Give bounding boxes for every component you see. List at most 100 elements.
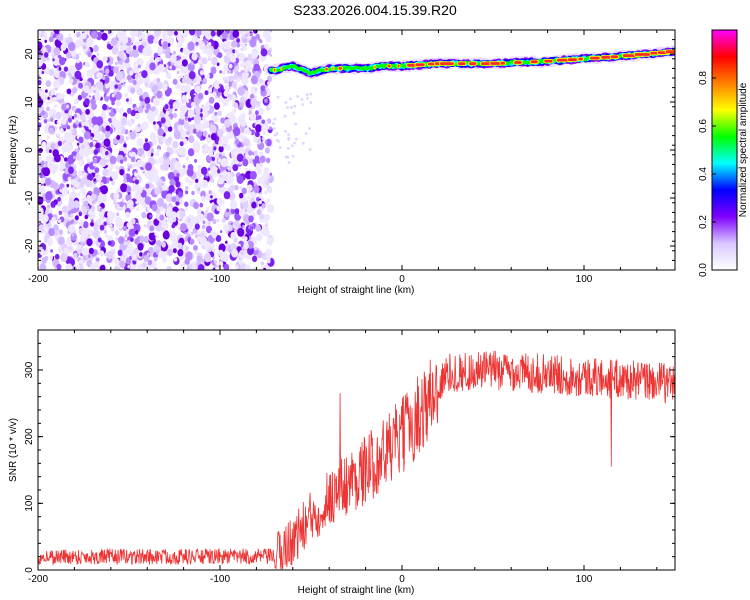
spectrogram-noise-speck bbox=[230, 94, 237, 102]
spectrogram-noise-speck bbox=[94, 167, 100, 174]
spectrogram-noise-speck bbox=[259, 163, 263, 168]
spectrogram-noise-speck bbox=[123, 178, 128, 184]
spectrogram-noise-speck bbox=[217, 110, 223, 117]
spectrogram-noise-speck bbox=[109, 163, 114, 170]
spectrogram-noise-speck bbox=[236, 38, 241, 43]
spectrogram-noise-speck bbox=[309, 92, 312, 96]
spectrogram-noise-speck bbox=[256, 168, 262, 175]
spectrogram-noise-speck bbox=[69, 213, 74, 219]
spectrogram-noise-speck bbox=[251, 50, 259, 59]
spectrogram-noise-speck bbox=[165, 52, 171, 59]
spectrogram-noise-speck bbox=[66, 52, 72, 59]
snr-x-tick-label: 100 bbox=[576, 574, 593, 585]
spectrogram-noise-speck bbox=[199, 81, 203, 85]
spectrogram-noise-speck bbox=[287, 133, 290, 137]
spectrogram-noise-speck bbox=[130, 237, 134, 243]
spectrogram-noise-speck bbox=[264, 43, 269, 50]
snr-y-axis-label: SNR (10 * v/v) bbox=[8, 418, 19, 482]
spectrogram-noise-speck bbox=[150, 81, 155, 87]
spectrogram-noise-speck bbox=[233, 220, 240, 228]
spectrogram-noise-speck bbox=[42, 94, 47, 99]
spectrogram-noise-speck bbox=[168, 217, 174, 224]
spectrogram-noise-speck bbox=[68, 65, 76, 74]
spectrogram-noise-speck bbox=[47, 96, 50, 100]
spectrogram-noise-speck bbox=[99, 157, 107, 167]
spectrogram-noise-speck bbox=[142, 47, 150, 56]
spectrogram-noise-speck bbox=[290, 106, 293, 109]
spectrogram-noise-speck bbox=[153, 175, 160, 183]
spectrogram-noise-speck bbox=[115, 99, 121, 107]
spectrogram-noise-speck bbox=[115, 91, 122, 101]
spectrogram-noise-speck bbox=[104, 130, 111, 139]
spectrogram-noise-speck bbox=[38, 49, 41, 54]
spectrogram-track-peak-core bbox=[530, 60, 538, 64]
spectrogram-noise-speck bbox=[84, 120, 90, 127]
spectrogram-noise-speck bbox=[259, 155, 266, 163]
spectrogram-noise-speck bbox=[87, 173, 94, 182]
spectrogram-noise-speck bbox=[206, 212, 214, 222]
spectrogram-noise-speck bbox=[203, 253, 212, 263]
spectrogram-noise-speck bbox=[85, 108, 90, 115]
spectrogram-noise-speck bbox=[180, 74, 184, 79]
spectrogram-noise-speck bbox=[74, 42, 80, 49]
spectrogram-noise-speck bbox=[193, 128, 198, 134]
spectrogram-noise-speck bbox=[171, 211, 177, 219]
spectrogram-noise-speck bbox=[44, 160, 48, 166]
spectrogram-noise-speck bbox=[82, 210, 87, 216]
spectrogram-noise-speck bbox=[125, 211, 131, 219]
spectrogram-noise-speck bbox=[232, 108, 237, 114]
spectrogram-noise-speck bbox=[176, 70, 180, 75]
spectrogram-noise-speck bbox=[65, 104, 70, 109]
spectrogram-noise-speck bbox=[301, 103, 305, 106]
spectrogram-noise-speck bbox=[260, 48, 268, 57]
spectrogram-noise-speck bbox=[208, 96, 215, 104]
spectrogram-noise-speck bbox=[177, 249, 184, 257]
spectrogram-noise-speck bbox=[184, 201, 189, 207]
spectrogram-noise-speck bbox=[187, 230, 191, 235]
spectrogram-noise-speck bbox=[264, 147, 270, 154]
spectrogram-noise-speck bbox=[134, 106, 139, 112]
spectrogram-noise-speck bbox=[177, 242, 183, 249]
spectrogram-noise-speck bbox=[68, 166, 74, 174]
spectrogram-noise-speck bbox=[278, 146, 282, 149]
spectrogram-noise-speck bbox=[50, 249, 53, 253]
spectrogram-noise-speck bbox=[238, 259, 243, 266]
spectrogram-noise-speck bbox=[144, 138, 148, 143]
spectrogram-noise-speck bbox=[47, 118, 51, 122]
spectrogram-noise-speck bbox=[54, 144, 59, 150]
spectrogram-noise-speck bbox=[193, 245, 198, 251]
spectrogram-noise-speck bbox=[136, 57, 144, 67]
spectrogram-noise-speck bbox=[119, 260, 126, 269]
spectrogram-noise-speck bbox=[217, 52, 223, 59]
spectrogram-noise-speck bbox=[232, 49, 236, 54]
spectrogram-noise-speck bbox=[226, 208, 230, 213]
spectrogram-noise-speck bbox=[59, 128, 64, 134]
spectrogram-noise-speck bbox=[221, 69, 226, 76]
spectrogram-noise-speck bbox=[194, 170, 202, 180]
spectrogram-noise-speck bbox=[138, 235, 145, 244]
spectrogram-noise-speck bbox=[157, 128, 164, 136]
spectrogram-noise-speck bbox=[122, 198, 125, 202]
spectrogram-noise-speck bbox=[64, 157, 68, 162]
spectrogram-noise-speck bbox=[126, 98, 129, 102]
spectrogram-noise-speck bbox=[72, 87, 78, 94]
snr-y-tick-label: 300 bbox=[24, 361, 35, 378]
spectrogram-noise-speck bbox=[91, 65, 98, 73]
spectrogram-noise-speck bbox=[44, 119, 48, 124]
spectrogram-noise-speck bbox=[248, 130, 252, 135]
spectrogram-noise-speck bbox=[57, 197, 61, 202]
spectrogram-noise-speck bbox=[267, 204, 275, 213]
spectrogram-noise-speck bbox=[64, 131, 70, 139]
spectrogram-noise-speck bbox=[131, 188, 135, 193]
spectrogram-noise-speck bbox=[200, 190, 206, 198]
spectrogram-noise-speck bbox=[156, 77, 161, 83]
spectrogram-noise-speck bbox=[105, 151, 109, 156]
spectrogram-noise-speck bbox=[153, 78, 158, 84]
spectrogram-track-peak-core bbox=[281, 67, 283, 70]
spectrogram-noise-speck bbox=[137, 242, 144, 251]
spectrogram-noise-speck bbox=[39, 88, 42, 93]
spectrogram-noise-speck bbox=[223, 223, 230, 232]
spectrogram-noise-speck bbox=[293, 141, 297, 145]
spectrogram-noise-speck bbox=[233, 126, 241, 137]
spectrogram-noise-speck bbox=[129, 51, 134, 58]
